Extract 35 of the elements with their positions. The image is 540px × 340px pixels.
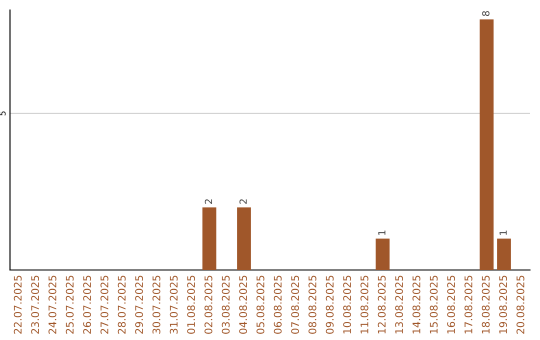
- x-tick-label: 08.08.2025: [308, 276, 316, 334]
- x-tick-label: 22.07.2025: [14, 276, 22, 334]
- x-tick-label: 02.08.2025: [204, 276, 212, 334]
- x-tick-label: 06.08.2025: [274, 276, 282, 334]
- x-tick-label: 24.07.2025: [48, 276, 56, 334]
- data-label: 2: [239, 199, 247, 204]
- data-label: 1: [378, 230, 386, 235]
- x-tick-label: 12.08.2025: [378, 276, 386, 334]
- x-tick-label: 10.08.2025: [343, 276, 352, 334]
- x-tick-label: 01.08.2025: [187, 276, 196, 334]
- x-tick-label: 05.08.2025: [256, 276, 264, 334]
- x-tick-label: 15.08.2025: [430, 276, 438, 334]
- x-tick-label: 29.07.2025: [135, 276, 144, 334]
- x-tick-label: 18.08.2025: [482, 276, 490, 334]
- x-tick-label: 11.08.2025: [360, 276, 368, 334]
- x-tick-label: 09.08.2025: [326, 276, 334, 334]
- x-tick-label: 07.08.2025: [291, 276, 300, 334]
- x-tick-label: 23.07.2025: [31, 276, 40, 334]
- data-label: 8: [482, 11, 490, 16]
- x-tick-label: 03.08.2025: [222, 276, 230, 334]
- data-label: 2: [204, 199, 212, 204]
- data-label: 1: [500, 230, 507, 235]
- x-tick-label: 28.07.2025: [118, 276, 126, 334]
- x-tick-label: 27.07.2025: [100, 276, 108, 334]
- x-tick-label: 26.07.2025: [83, 276, 92, 334]
- x-tick-label: 04.08.2025: [239, 276, 248, 334]
- x-tick-label: 17.08.2025: [464, 276, 472, 334]
- x-tick-label: 14.08.2025: [412, 276, 420, 334]
- x-tick-label: 20.08.2025: [516, 276, 524, 334]
- x-tick-label: 25.07.2025: [66, 276, 74, 334]
- x-tick-label: 30.07.2025: [152, 276, 160, 334]
- x-tick-label: 31.07.2025: [170, 276, 178, 334]
- x-tick-label: 19.08.2025: [499, 276, 508, 334]
- x-tick-label: 13.08.2025: [395, 276, 404, 334]
- x-tick-label: 16.08.2025: [447, 276, 456, 334]
